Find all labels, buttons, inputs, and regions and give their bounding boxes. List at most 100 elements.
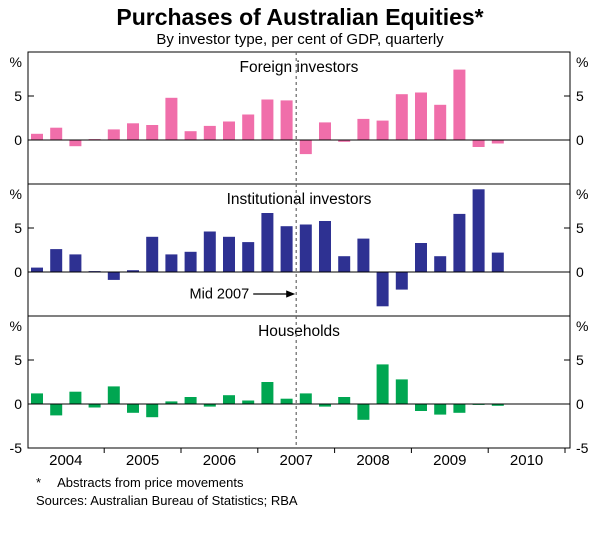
bar-households	[280, 399, 293, 405]
y-tick-label: 5	[576, 220, 584, 236]
bar-households	[395, 379, 408, 405]
y-tick-label: 0	[14, 264, 22, 280]
bar-foreign-investors	[357, 119, 370, 141]
bar-institutional-investors	[357, 239, 370, 273]
bar-households	[338, 397, 351, 405]
y-tick-label: 5	[576, 88, 584, 104]
y-tick-label: -5	[576, 440, 589, 456]
bar-institutional-investors	[491, 253, 504, 273]
panel-title: Institutional investors	[227, 191, 372, 208]
bar-institutional-investors	[472, 189, 485, 273]
bar-institutional-investors	[261, 213, 274, 273]
bar-institutional-investors	[395, 272, 408, 291]
y-axis-unit-label: %	[576, 54, 588, 70]
y-tick-label: 0	[14, 132, 22, 148]
bar-foreign-investors	[127, 123, 139, 141]
y-tick-label: 0	[576, 396, 584, 412]
bar-foreign-investors	[415, 92, 427, 141]
x-axis: 2004 2005 2006 2007 2008 2009 2010	[49, 448, 566, 469]
sources-line: Sources: Australian Bureau of Statistics…	[36, 493, 298, 509]
bar-foreign-investors	[242, 114, 255, 141]
bar-institutional-investors	[107, 272, 120, 281]
bar-households	[376, 364, 389, 405]
chart-subtitle: By investor type, per cent of GDP, quart…	[156, 31, 444, 49]
panel-title: Households	[258, 323, 340, 340]
bar-foreign-investors	[376, 121, 389, 141]
panel-title: Foreign investors	[240, 59, 359, 76]
y-tick-label: 0	[576, 264, 584, 280]
footnote: * Abstracts from price movements	[36, 475, 600, 490]
bar-institutional-investors	[415, 243, 427, 273]
bar-institutional-investors	[31, 268, 43, 273]
bar-households	[434, 404, 447, 416]
y-tick-label: 0	[14, 396, 22, 412]
mid-2007-annotation-text: Mid 2007	[190, 287, 250, 303]
bar-institutional-investors	[376, 272, 389, 307]
bar-foreign-investors	[280, 100, 293, 141]
footnote-marker: *	[36, 475, 42, 491]
bar-institutional-investors	[299, 224, 312, 273]
bar-institutional-investors	[319, 221, 331, 273]
y-axis-unit-label: %	[576, 318, 588, 334]
bar-institutional-investors	[146, 237, 159, 273]
bar-institutional-investors	[242, 242, 255, 273]
bar-households	[242, 400, 255, 405]
mid-2007-annotation: Mid 2007	[190, 287, 296, 303]
bar-foreign-investors	[472, 140, 485, 148]
y-tick-label: -5	[10, 440, 23, 456]
bar-foreign-investors	[203, 126, 216, 141]
bar-households	[223, 395, 235, 405]
bar-households	[127, 404, 139, 414]
bar-households	[69, 392, 82, 405]
x-axis-label: 2006	[203, 452, 236, 469]
y-axis-unit-label: %	[576, 186, 588, 202]
bar-foreign-investors	[165, 98, 178, 141]
bar-households	[299, 393, 312, 405]
bar-households	[261, 382, 274, 405]
bar-institutional-investors	[127, 270, 139, 273]
bar-foreign-investors	[107, 129, 120, 141]
y-axis-unit-label: %	[10, 54, 22, 70]
equities-bar-chart: 5 5 0 0% % Foreign investors 5 5 0 0% % Institution…	[10, 51, 589, 469]
bar-foreign-investors	[434, 105, 447, 141]
y-tick-label: 0	[576, 132, 584, 148]
bar-households	[88, 404, 101, 408]
bar-households	[165, 401, 178, 405]
bar-institutional-investors	[184, 252, 197, 273]
bar-households	[491, 404, 504, 407]
bar-households	[146, 404, 159, 418]
panel-foreign-investors: 5 5 0 0% % Foreign investors	[10, 51, 588, 185]
bar-foreign-investors	[299, 140, 312, 155]
bar-households	[357, 404, 370, 421]
y-tick-label: 5	[14, 220, 22, 236]
panel-households: 5 5 0 0 -5 -5% % Households	[10, 315, 589, 456]
bar-households	[319, 404, 331, 408]
x-axis-label: 2009	[433, 452, 466, 469]
bar-institutional-investors	[203, 231, 216, 273]
bar-foreign-investors	[50, 128, 63, 141]
y-tick-label: 5	[14, 88, 22, 104]
bar-households	[184, 397, 197, 405]
x-axis-label: 2004	[49, 452, 82, 469]
x-axis-label: 2005	[126, 452, 159, 469]
y-axis-unit-label: %	[10, 186, 22, 202]
panel-institutional-investors: 5 5 0 0% % Institutional investors	[10, 183, 588, 317]
x-axis-label: 2007	[280, 452, 313, 469]
y-tick-label: 5	[576, 352, 584, 368]
bar-households	[107, 386, 120, 405]
bar-institutional-investors	[69, 254, 82, 273]
bar-foreign-investors	[69, 140, 82, 147]
bar-foreign-investors	[453, 70, 466, 141]
chart-title: Purchases of Australian Equities*	[116, 4, 484, 30]
bar-institutional-investors	[165, 254, 178, 273]
x-axis-label: 2010	[510, 452, 543, 469]
bar-households	[203, 404, 216, 408]
y-axis-unit-label: %	[10, 318, 22, 334]
bar-households	[31, 393, 43, 405]
bar-households	[415, 404, 427, 412]
bar-institutional-investors	[453, 214, 466, 273]
bar-foreign-investors	[261, 99, 274, 141]
bar-institutional-investors	[223, 237, 235, 273]
bar-foreign-investors	[395, 94, 408, 141]
annotation-arrowhead	[286, 290, 296, 299]
